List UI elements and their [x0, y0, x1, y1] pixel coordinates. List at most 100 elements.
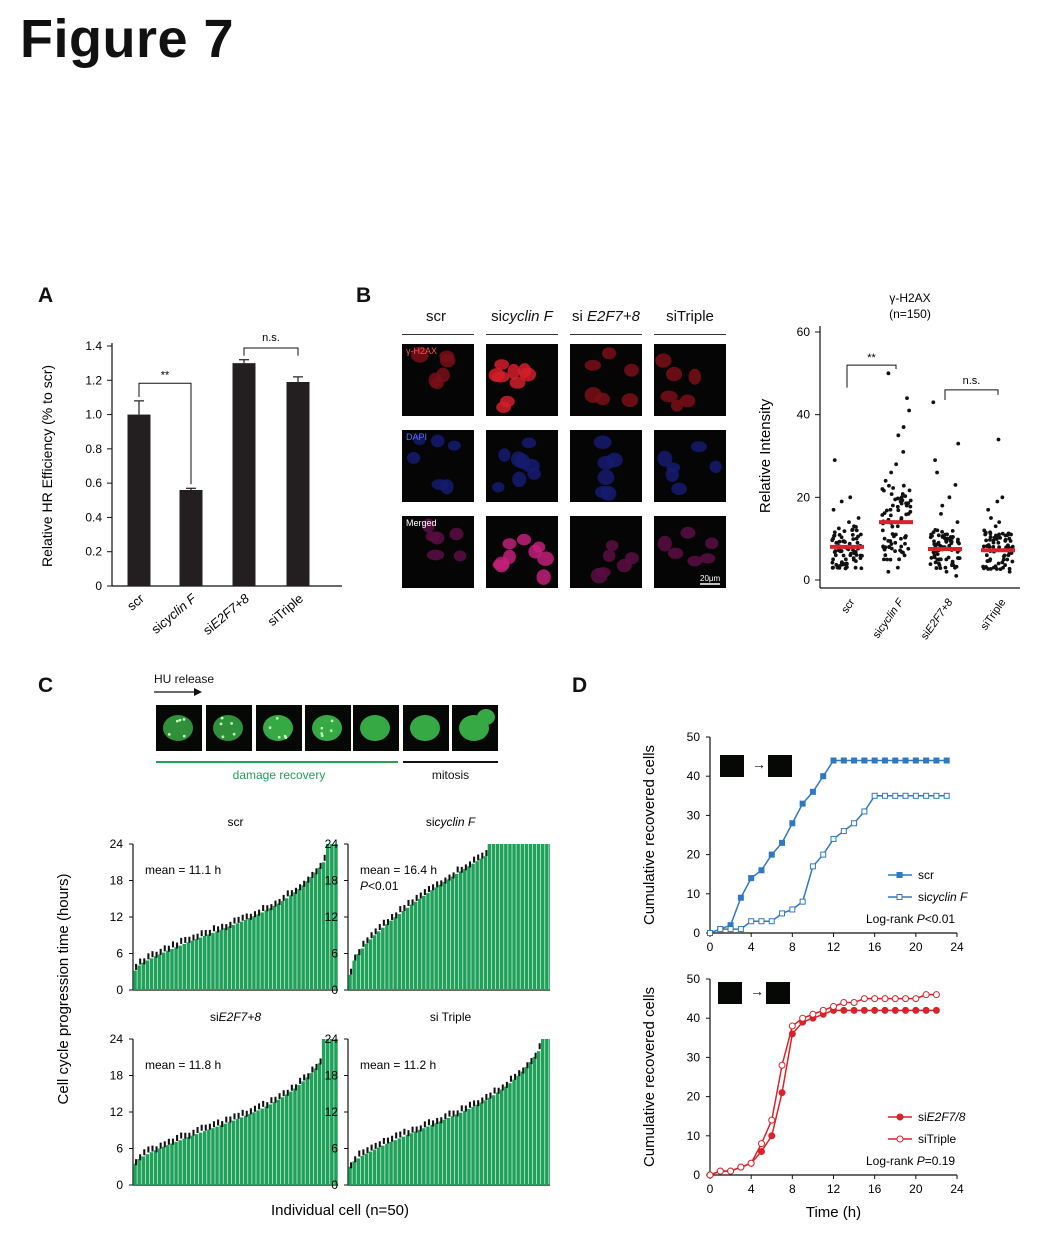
bar-cap: [407, 899, 410, 906]
nucleus: [453, 550, 467, 562]
y-tick-label: 18: [110, 874, 124, 888]
data-point: [836, 526, 841, 531]
cell-bar: [413, 1131, 418, 1185]
data-point: [908, 504, 913, 509]
bar-cap: [399, 906, 402, 913]
cell-bar: [372, 1149, 377, 1185]
bar-cap: [485, 1093, 488, 1100]
cell-nucleus: [360, 715, 390, 741]
panel-b-image-grid: scr sicyclin F si E2F7+8 siTriple γ-H2AX…: [398, 300, 728, 600]
data-point: [943, 565, 948, 570]
cell-bar: [182, 1138, 186, 1185]
bar-cap: [188, 1132, 191, 1139]
bar-cap: [245, 1110, 248, 1117]
nucleus: [667, 547, 684, 559]
cell-bar: [276, 903, 281, 990]
bar-cap: [514, 1073, 517, 1080]
cell-bar: [385, 924, 389, 990]
damage-recovery-bar: [156, 761, 398, 763]
bar-cap: [249, 913, 252, 920]
data-point: [832, 533, 837, 538]
bar-4: [286, 382, 310, 586]
nucleus: [657, 450, 673, 467]
data-point: [908, 509, 913, 514]
y-tick-label: 1.0: [85, 408, 102, 422]
data-marker: [737, 926, 744, 933]
damage-focus: [268, 726, 272, 730]
y-tick-label: 40: [687, 1011, 701, 1025]
cell-bar: [231, 1120, 236, 1185]
bar-cap: [477, 854, 480, 861]
cell-bar: [377, 931, 381, 990]
data-marker: [871, 757, 878, 764]
bar-cap: [419, 1125, 422, 1132]
hu-release-label: HU release: [154, 672, 215, 686]
column-header-scr: scr: [426, 308, 446, 325]
cell-bar: [450, 876, 455, 990]
data-marker: [943, 757, 950, 764]
cell-bar: [528, 844, 533, 990]
cell-bar: [235, 923, 240, 990]
significance-bracket: [138, 382, 192, 485]
column-header-sicyclin-f: sicyclin F: [491, 308, 553, 325]
cell-bar: [203, 1131, 207, 1185]
bar-cap: [139, 1154, 142, 1161]
data-marker: [871, 792, 878, 799]
cell-bar: [301, 1081, 305, 1185]
bar-cap: [286, 890, 289, 897]
y-tick-label: 6: [331, 947, 338, 961]
cell-bar: [422, 895, 426, 990]
bar-cap: [245, 913, 248, 920]
damage-focus: [320, 734, 324, 738]
nucleus: [439, 354, 456, 368]
data-point: [901, 449, 906, 454]
data-point: [928, 535, 933, 540]
data-marker: [789, 906, 796, 913]
data-point: [944, 557, 949, 562]
data-marker: [902, 995, 910, 1003]
bar-cap: [354, 1156, 357, 1163]
data-marker: [789, 820, 796, 827]
data-marker: [932, 991, 940, 999]
bar-cap: [139, 958, 142, 965]
bar-cap: [518, 1070, 521, 1077]
cell-bar: [211, 1128, 215, 1185]
legend-marker: [896, 872, 903, 878]
cell-bar: [227, 926, 232, 990]
bar-cap: [436, 1117, 439, 1124]
data-point: [935, 470, 939, 475]
data-point: [907, 488, 912, 493]
cell-bar: [377, 1147, 381, 1185]
data-point: [989, 516, 993, 520]
cell-thumbnail-after-top: [768, 755, 792, 777]
bar-cap: [354, 954, 357, 961]
bar-cap: [452, 872, 455, 879]
cell-bar: [483, 1100, 488, 1185]
bar-cap: [456, 1110, 459, 1117]
cell-bar: [334, 1039, 338, 1185]
data-point: [843, 562, 848, 567]
cell-bar: [260, 1108, 264, 1185]
data-point: [933, 458, 937, 463]
row-label-gh2ax: γ-H2AX: [406, 346, 438, 356]
nucleus: [532, 541, 546, 553]
cell-bar: [149, 958, 154, 990]
data-point: [906, 546, 911, 551]
bar-cap: [143, 958, 146, 965]
data-point: [842, 529, 847, 534]
data-point: [988, 535, 993, 539]
data-marker: [902, 792, 909, 799]
nucleus: [411, 346, 429, 363]
data-point: [997, 545, 1002, 549]
data-point: [1003, 563, 1007, 567]
cell-bar: [549, 844, 550, 990]
cell-bar: [426, 1126, 430, 1185]
cell-bar: [401, 1136, 406, 1185]
data-marker: [717, 926, 724, 933]
data-marker: [902, 757, 909, 764]
data-point: [837, 539, 842, 544]
cell-bar: [352, 1161, 356, 1185]
bar-cap: [436, 881, 439, 888]
bar-cap: [530, 1058, 533, 1065]
